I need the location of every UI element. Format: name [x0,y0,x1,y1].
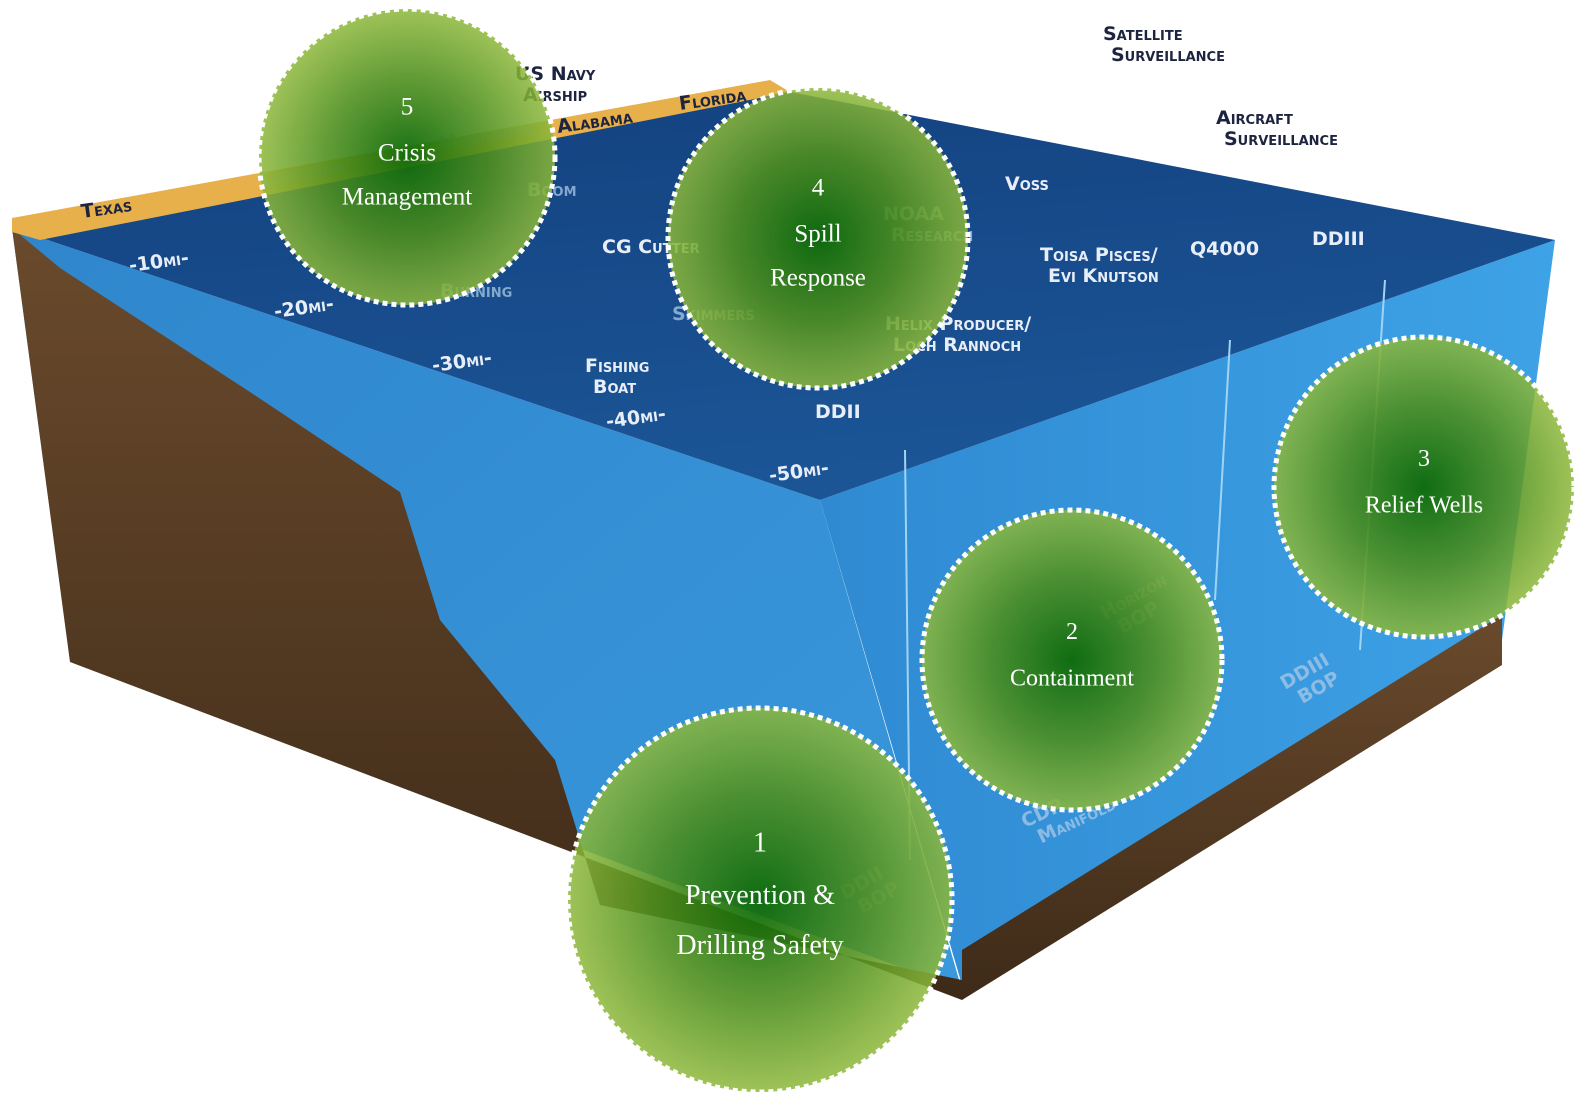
step-title: Prevention & [685,880,835,911]
seabed-right [962,615,1502,1000]
label-line: Surveillance [1111,44,1225,66]
step-title: Drilling Safety [676,930,843,961]
step-title: Response [770,265,866,292]
scene-label: DDII [815,401,861,423]
label-line: DDIII [1312,228,1365,250]
response-steps: 1 Prevention & Drilling Safety 2 Containment… [256,6,1577,1095]
continental-slope [12,228,962,1000]
scene-label: Fishing Boat [585,355,649,398]
circle-fill [565,705,955,1095]
scene-label: Aircraft Surveillance [1216,107,1338,150]
circle-fill [1271,334,1577,640]
circle-fill [256,6,558,308]
step-number: 5 [401,93,414,120]
scene-label: Toisa Pisces/Evi Knutson [1040,244,1159,287]
step-title: Containment [1010,665,1134,691]
label-line: Evi Knutson [1048,265,1159,287]
step-circle: 5 Crisis Management [256,6,558,308]
label-line: Q4000 [1190,238,1259,260]
step-number: 1 [753,827,767,858]
step-circle: 4 Spill Response [665,85,971,391]
step-number: 2 [1066,619,1078,645]
step-circle: 3 Relief Wells [1271,334,1577,640]
step-number: 4 [812,174,825,201]
scene-label: DDIII [1312,228,1365,250]
label-line: Aircraft [1216,107,1293,129]
label-line: Boat [593,376,636,398]
scene-label: Q4000 [1190,238,1259,260]
step-title: Relief Wells [1365,492,1483,518]
circle-fill [665,85,971,391]
step-title: Spill [794,221,841,248]
label-line: Surveillance [1224,128,1338,150]
label-line: Voss [1005,173,1049,195]
step-title: Crisis [378,140,436,167]
label-line: Satellite [1103,23,1183,45]
scene-label: Satellite Surveillance [1103,23,1225,66]
step-number: 3 [1418,446,1430,472]
step-circle: 1 Prevention & Drilling Safety [565,705,955,1095]
step-circle: 2 Containment [919,507,1225,813]
label-line: DDII [815,401,861,423]
scene-label: Voss [1005,173,1049,195]
step-title: Management [342,184,473,211]
label-line: Fishing [585,355,649,377]
circle-fill [919,507,1225,813]
well-line [1214,339,1231,601]
label-line: Toisa Pisces/ [1040,244,1158,266]
